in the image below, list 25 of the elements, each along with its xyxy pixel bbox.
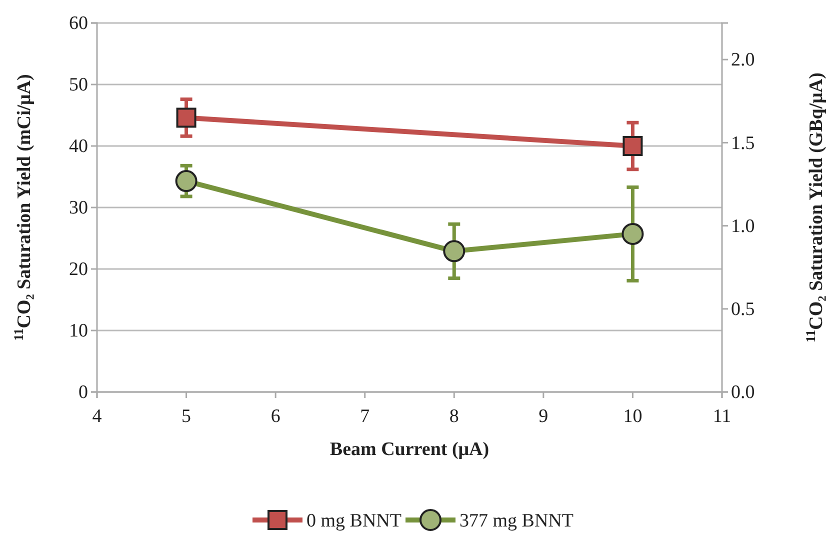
x-axis-title: Beam Current (μA) — [330, 439, 490, 460]
y-tick-label: 0 — [78, 382, 88, 404]
y2-tick-label: 0.5 — [731, 298, 755, 320]
legend-label: 377 mg BNNT — [460, 510, 574, 532]
x-tick-label: 8 — [449, 406, 459, 427]
x-tick-label: 11 — [712, 406, 732, 427]
x-tick-label: 9 — [538, 406, 548, 427]
y-tick-label: 30 — [69, 198, 88, 219]
x-tick-label: 7 — [360, 406, 370, 427]
x-tick-label: 10 — [623, 406, 642, 427]
legend-label: 0 mg BNNT — [306, 510, 402, 532]
y-tick-label: 60 — [69, 13, 88, 34]
x-tick-label: 6 — [270, 406, 280, 427]
y-tick-label: 50 — [69, 74, 88, 96]
y2-tick-label: 1.5 — [731, 132, 755, 154]
x-tick-label: 5 — [182, 406, 192, 427]
y2-tick-label: 2.0 — [731, 50, 755, 71]
y2-tick-label: 0.0 — [731, 382, 755, 404]
y-tick-label: 40 — [69, 136, 88, 158]
y-tick-label: 20 — [69, 259, 88, 280]
y-tick-label: 10 — [69, 320, 88, 342]
point — [176, 108, 196, 128]
point — [622, 136, 643, 156]
x-tick-label: 4 — [92, 406, 102, 427]
y2-tick-label: 1.0 — [731, 216, 755, 237]
